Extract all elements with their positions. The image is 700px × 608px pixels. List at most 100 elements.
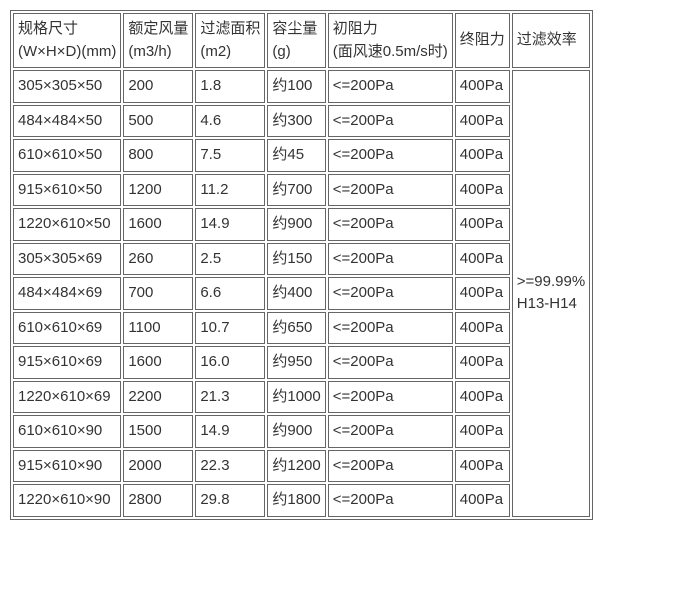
- cell-init-res: <=200Pa: [328, 208, 453, 241]
- header-line2: (m2): [200, 41, 260, 64]
- cell-area: 10.7: [195, 312, 265, 345]
- cell-final-res: 400Pa: [455, 450, 510, 483]
- cell-size: 1220×610×69: [13, 381, 121, 414]
- cell-dust: 约150: [267, 243, 325, 276]
- cell-final-res: 400Pa: [455, 208, 510, 241]
- cell-size: 305×305×50: [13, 70, 121, 103]
- cell-final-res: 400Pa: [455, 70, 510, 103]
- table-body: 305×305×502001.8约100<=200Pa400Pa>=99.99%…: [13, 70, 590, 517]
- cell-dust: 约1800: [267, 484, 325, 517]
- header-line1: 过滤效率: [517, 29, 585, 52]
- cell-airflow: 2000: [123, 450, 193, 483]
- cell-airflow: 500: [123, 105, 193, 138]
- cell-area: 29.8: [195, 484, 265, 517]
- header-line1: 初阻力: [333, 18, 448, 41]
- cell-init-res: <=200Pa: [328, 450, 453, 483]
- cell-size: 1220×610×90: [13, 484, 121, 517]
- cell-dust: 约100: [267, 70, 325, 103]
- cell-area: 11.2: [195, 174, 265, 207]
- cell-area: 14.9: [195, 415, 265, 448]
- col-area: 过滤面积 (m2): [195, 13, 265, 68]
- cell-airflow: 1600: [123, 346, 193, 379]
- col-final-res: 终阻力: [455, 13, 510, 68]
- cell-dust: 约650: [267, 312, 325, 345]
- cell-dust: 约900: [267, 208, 325, 241]
- table-row: 610×610×90150014.9约900<=200Pa400Pa: [13, 415, 590, 448]
- cell-size: 915×610×69: [13, 346, 121, 379]
- cell-final-res: 400Pa: [455, 105, 510, 138]
- cell-size: 610×610×90: [13, 415, 121, 448]
- cell-size: 1220×610×50: [13, 208, 121, 241]
- cell-init-res: <=200Pa: [328, 105, 453, 138]
- col-efficiency: 过滤效率: [512, 13, 590, 68]
- cell-init-res: <=200Pa: [328, 484, 453, 517]
- table-row: 1220×610×50160014.9约900<=200Pa400Pa: [13, 208, 590, 241]
- table-row: 1220×610×69220021.3约1000<=200Pa400Pa: [13, 381, 590, 414]
- header-line1: 过滤面积: [200, 18, 260, 41]
- header-line1: 额定风量: [128, 18, 188, 41]
- cell-airflow: 260: [123, 243, 193, 276]
- cell-size: 484×484×69: [13, 277, 121, 310]
- cell-airflow: 2200: [123, 381, 193, 414]
- cell-final-res: 400Pa: [455, 312, 510, 345]
- cell-size: 915×610×90: [13, 450, 121, 483]
- cell-area: 14.9: [195, 208, 265, 241]
- table-header: 规格尺寸 (W×H×D)(mm) 额定风量 (m3/h) 过滤面积 (m2) 容…: [13, 13, 590, 68]
- cell-size: 610×610×69: [13, 312, 121, 345]
- cell-init-res: <=200Pa: [328, 243, 453, 276]
- table-row: 915×610×50120011.2约700<=200Pa400Pa: [13, 174, 590, 207]
- cell-dust: 约900: [267, 415, 325, 448]
- cell-area: 1.8: [195, 70, 265, 103]
- header-line2: (W×H×D)(mm): [18, 41, 116, 64]
- table-row: 1220×610×90280029.8约1800<=200Pa400Pa: [13, 484, 590, 517]
- cell-final-res: 400Pa: [455, 346, 510, 379]
- cell-area: 6.6: [195, 277, 265, 310]
- cell-airflow: 800: [123, 139, 193, 172]
- header-line2: (g): [272, 41, 320, 64]
- cell-dust: 约950: [267, 346, 325, 379]
- cell-efficiency: >=99.99%H13-H14: [512, 70, 590, 517]
- table-row: 915×610×69160016.0约950<=200Pa400Pa: [13, 346, 590, 379]
- cell-area: 21.3: [195, 381, 265, 414]
- efficiency-line2: H13-H14: [517, 293, 585, 316]
- cell-size: 305×305×69: [13, 243, 121, 276]
- col-airflow: 额定风量 (m3/h): [123, 13, 193, 68]
- cell-airflow: 1600: [123, 208, 193, 241]
- table-row: 305×305×692602.5约150<=200Pa400Pa: [13, 243, 590, 276]
- table-row: 610×610×69110010.7约650<=200Pa400Pa: [13, 312, 590, 345]
- cell-airflow: 2800: [123, 484, 193, 517]
- header-line1: 容尘量: [272, 18, 320, 41]
- header-line2: (面风速0.5m/s时): [333, 41, 448, 64]
- cell-airflow: 1200: [123, 174, 193, 207]
- cell-init-res: <=200Pa: [328, 277, 453, 310]
- cell-dust: 约1200: [267, 450, 325, 483]
- cell-dust: 约1000: [267, 381, 325, 414]
- cell-init-res: <=200Pa: [328, 139, 453, 172]
- cell-area: 16.0: [195, 346, 265, 379]
- cell-final-res: 400Pa: [455, 243, 510, 276]
- cell-final-res: 400Pa: [455, 277, 510, 310]
- cell-init-res: <=200Pa: [328, 70, 453, 103]
- cell-size: 915×610×50: [13, 174, 121, 207]
- filter-spec-table: 规格尺寸 (W×H×D)(mm) 额定风量 (m3/h) 过滤面积 (m2) 容…: [10, 10, 593, 520]
- cell-airflow: 1500: [123, 415, 193, 448]
- header-row: 规格尺寸 (W×H×D)(mm) 额定风量 (m3/h) 过滤面积 (m2) 容…: [13, 13, 590, 68]
- cell-final-res: 400Pa: [455, 174, 510, 207]
- cell-final-res: 400Pa: [455, 139, 510, 172]
- cell-dust: 约400: [267, 277, 325, 310]
- cell-airflow: 700: [123, 277, 193, 310]
- header-line1: 规格尺寸: [18, 18, 116, 41]
- cell-dust: 约300: [267, 105, 325, 138]
- cell-dust: 约45: [267, 139, 325, 172]
- header-line1: 终阻力: [460, 29, 505, 52]
- table-row: 305×305×502001.8约100<=200Pa400Pa>=99.99%…: [13, 70, 590, 103]
- cell-init-res: <=200Pa: [328, 174, 453, 207]
- cell-area: 7.5: [195, 139, 265, 172]
- cell-airflow: 1100: [123, 312, 193, 345]
- efficiency-line1: >=99.99%: [517, 271, 585, 294]
- cell-final-res: 400Pa: [455, 415, 510, 448]
- cell-dust: 约700: [267, 174, 325, 207]
- cell-init-res: <=200Pa: [328, 346, 453, 379]
- cell-final-res: 400Pa: [455, 381, 510, 414]
- cell-init-res: <=200Pa: [328, 312, 453, 345]
